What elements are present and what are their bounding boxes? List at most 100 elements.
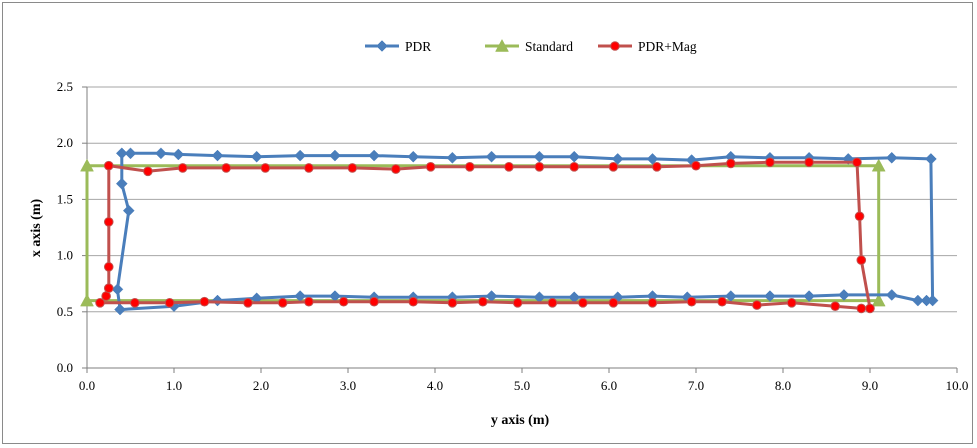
legend-item-pdr-mag: PDR+Mag	[598, 39, 697, 54]
data-point-pdr-mag	[447, 298, 458, 308]
series-pdr-mag	[95, 157, 875, 314]
legend-item-standard: Standard	[485, 38, 573, 54]
data-point-pdr	[122, 204, 135, 217]
data-point-pdr	[211, 149, 224, 162]
x-tick-label: 6.0	[601, 378, 617, 393]
series-standard	[80, 158, 886, 307]
data-point-pdr	[925, 153, 937, 165]
legend-label: Standard	[525, 39, 573, 54]
data-point-pdr-mag	[465, 162, 475, 172]
y-tick-label: 2.5	[57, 79, 73, 94]
data-point-pdr-mag	[865, 303, 875, 314]
data-point-pdr-mag	[534, 162, 545, 172]
data-point-pdr	[885, 289, 898, 301]
data-point-pdr	[446, 151, 459, 164]
x-tick-label: 4.0	[427, 378, 443, 393]
x-tick-label: 3.0	[340, 378, 356, 393]
data-point-pdr-mag	[504, 162, 514, 172]
data-point-pdr-mag	[177, 163, 188, 173]
data-point-pdr-mag	[304, 296, 314, 307]
data-point-pdr	[294, 149, 307, 162]
grid-lines	[87, 86, 957, 313]
data-point-pdr	[111, 283, 124, 296]
data-point-pdr	[568, 150, 581, 163]
y-tick-label: 0.0	[57, 360, 73, 375]
data-point-pdr-mag	[691, 160, 701, 171]
data-point-pdr	[368, 149, 380, 162]
data-point-pdr-mag	[786, 298, 797, 308]
data-point-pdr	[911, 294, 924, 307]
data-point-pdr-mag	[103, 160, 114, 171]
data-point-pdr	[885, 151, 898, 164]
data-point-pdr-mag	[243, 298, 253, 308]
series-line-standard	[85, 164, 881, 303]
data-point-pdr	[115, 147, 128, 160]
data-point-pdr-mag	[608, 162, 619, 172]
data-point-pdr	[533, 150, 546, 163]
data-point-pdr-mag	[647, 298, 658, 308]
data-point-pdr	[838, 289, 850, 301]
data-point-pdr	[926, 294, 939, 307]
y-axis-title: x axis (m)	[29, 199, 44, 258]
data-point-pdr	[485, 150, 498, 163]
data-point-pdr-mag	[164, 298, 175, 308]
x-tick-label: 5.0	[514, 378, 530, 393]
x-tick-label: 8.0	[775, 378, 791, 393]
y-tick-label: 1.5	[57, 191, 73, 206]
legend-label: PDR+Mag	[638, 39, 697, 54]
data-point-pdr-mag	[95, 298, 105, 308]
data-point-pdr	[155, 147, 167, 160]
series-line-pdr	[115, 151, 935, 312]
legend-marker	[495, 38, 509, 52]
data-point-pdr-mag	[852, 157, 862, 168]
y-tick-label: 1.0	[57, 248, 73, 263]
data-point-pdr-mag	[130, 298, 140, 308]
axes: 0.0 0.5 1.0 1.5 2.0 2.5 0.0 1.0 2.0 3.0 4.0 5.0 6.0 7…	[57, 79, 969, 393]
y-tick-label: 0.5	[57, 304, 73, 319]
data-point-pdr-mag	[425, 162, 436, 172]
legend: PDR Standard PDR+Mag	[365, 38, 697, 54]
data-point-pdr-mag	[578, 298, 588, 308]
series-line-pdr-mag	[98, 160, 872, 310]
data-point-pdr-mag	[369, 296, 379, 307]
data-point-pdr	[646, 153, 659, 165]
y-tick-label: 2.0	[57, 135, 73, 150]
data-point-pdr	[124, 147, 137, 160]
data-point-pdr-mag	[143, 166, 153, 177]
data-point-pdr-mag	[103, 217, 114, 227]
x-tick-label: 9.0	[862, 378, 878, 393]
data-point-pdr-mag	[856, 255, 867, 265]
data-point-pdr-mag	[221, 163, 231, 173]
data-point-pdr	[329, 149, 341, 162]
data-point-pdr-mag	[717, 296, 727, 307]
data-point-pdr-mag	[652, 162, 662, 172]
legend-marker	[376, 40, 388, 52]
data-point-pdr-mag	[478, 296, 488, 307]
data-point-standard	[871, 158, 886, 172]
data-point-pdr-mag	[277, 298, 288, 308]
series-pdr	[111, 147, 939, 316]
data-point-pdr	[115, 177, 128, 190]
data-point-pdr-mag	[347, 163, 358, 173]
data-point-standard	[80, 293, 94, 307]
data-point-pdr-mag	[260, 163, 271, 173]
data-point-pdr-mag	[103, 283, 114, 293]
data-point-pdr-mag	[101, 291, 111, 301]
data-point-pdr-mag	[765, 157, 775, 168]
data-point-pdr-mag	[199, 296, 210, 307]
data-point-pdr-mag	[569, 162, 580, 172]
data-point-pdr	[250, 150, 263, 163]
data-point-pdr	[114, 303, 126, 316]
data-point-pdr-mag	[408, 296, 419, 307]
legend-label: PDR	[405, 39, 431, 54]
data-point-pdr-mag	[830, 301, 841, 311]
data-point-pdr-mag	[854, 211, 865, 222]
x-tick-label: 1.0	[166, 378, 182, 393]
data-point-pdr-mag	[804, 157, 814, 168]
x-tick-label: 0.0	[79, 378, 95, 393]
data-point-pdr-mag	[856, 303, 867, 314]
x-tick-label: 2.0	[253, 378, 269, 393]
data-point-standard	[80, 158, 94, 172]
x-axis-title: y axis (m)	[491, 413, 550, 428]
